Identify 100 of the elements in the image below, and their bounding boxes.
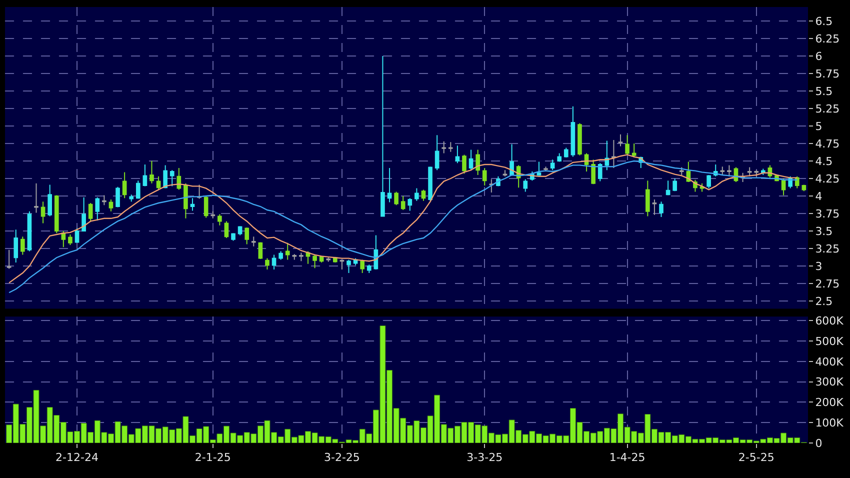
y-tick-label: 3.5: [815, 224, 833, 238]
candlestick: [88, 202, 93, 222]
x-tick-label: 2-1-25: [194, 451, 231, 464]
candlestick: [150, 160, 154, 184]
candlestick: [394, 191, 398, 206]
y-tick-label: 5: [815, 120, 822, 133]
candlestick: [129, 194, 134, 202]
candlestick: [61, 230, 66, 248]
candlestick: [794, 176, 800, 189]
candlestick: [468, 149, 474, 171]
x-tick-label: 2-5-25: [738, 451, 774, 464]
candlestick: [82, 196, 86, 232]
y-tick-label: 4.75: [815, 137, 840, 150]
candlestick: [482, 168, 487, 186]
x-tick-label: 3-3-25: [466, 451, 503, 464]
y-tick-label: 5.75: [815, 67, 840, 80]
candlestick: [190, 198, 195, 212]
y-tick-label: 5.5: [815, 84, 833, 98]
candlestick: [455, 145, 460, 164]
candlestick: [272, 254, 276, 270]
y-tick-label: 4: [815, 190, 822, 203]
candlestick: [387, 168, 392, 203]
candlestick: [523, 178, 528, 192]
candlestick: [156, 176, 161, 190]
candlestick: [299, 252, 304, 262]
candlestick: [476, 149, 480, 176]
y-tick-label: 6: [815, 50, 822, 63]
candlestick: [679, 166, 684, 176]
candlestick: [625, 134, 630, 156]
candlestick: [142, 164, 148, 187]
y-tick-label: 4.5: [815, 154, 833, 168]
candlestick: [95, 196, 100, 222]
candlestick: [238, 226, 242, 236]
y-tick-label: 100K: [815, 416, 844, 430]
candlestick: [184, 182, 188, 219]
candlestick: [618, 134, 623, 147]
candlestick: [672, 178, 678, 192]
candlestick: [122, 172, 127, 199]
candlestick: [646, 180, 650, 217]
y-tick-label: 6.25: [815, 32, 840, 46]
candlestick: [502, 170, 508, 177]
candlestick: [720, 166, 725, 176]
candlestick: [408, 198, 412, 212]
x-tick-label: 1-4-25: [609, 451, 646, 464]
candlestick: [578, 122, 582, 156]
y-tick-label: 2.5: [815, 294, 833, 308]
candlestick: [312, 254, 317, 269]
candlestick: [428, 166, 432, 202]
candlestick: [136, 180, 140, 200]
candlestick: [489, 178, 494, 194]
candlestick: [544, 166, 548, 172]
candlestick: [700, 182, 704, 192]
candlestick: [591, 159, 596, 185]
candlestick: [204, 196, 208, 218]
candlestick: [536, 161, 542, 176]
candlestick: [170, 170, 174, 187]
candlestick: [421, 189, 426, 202]
candlestick: [448, 142, 453, 152]
candlestick: [360, 259, 365, 274]
candlestick: [632, 143, 636, 158]
candlestick: [163, 164, 168, 189]
candlestick: [218, 214, 222, 226]
y-tick-label: 2.75: [815, 277, 840, 290]
candlestick: [116, 186, 120, 208]
candlestick: [706, 174, 711, 189]
candlestick: [346, 259, 351, 274]
y-tick-label: 300K: [815, 376, 844, 389]
candlestick: [14, 229, 18, 264]
candlestick: [604, 140, 610, 171]
y-tick-label: 3: [815, 260, 822, 273]
candlestick: [414, 188, 419, 202]
candlestick: [366, 264, 372, 274]
candlestick: [598, 162, 602, 182]
y-tick-label: 3.75: [815, 207, 840, 220]
candlestick: [442, 140, 446, 154]
candlestick: [34, 182, 38, 214]
candlestick: [20, 236, 25, 256]
candlestick: [292, 254, 297, 260]
x-tick-label: 3-2-25: [324, 451, 360, 464]
candlestick: [754, 170, 759, 177]
y-tick-label: 3.25: [815, 242, 840, 256]
candlestick: [652, 199, 657, 216]
candlestick: [278, 250, 283, 260]
candlestick: [40, 201, 46, 224]
y-tick-label: 200K: [815, 396, 844, 410]
candlestick: [340, 259, 344, 270]
candlestick: [54, 194, 59, 234]
candlestick: [747, 166, 752, 177]
candlestick: [244, 227, 250, 245]
candlestick: [285, 242, 290, 260]
candlestick: [210, 210, 216, 219]
candlestick: [570, 106, 576, 158]
candlestick: [68, 234, 72, 246]
candlestick: [6, 249, 12, 270]
candlestick: [251, 236, 256, 247]
candlestick: [434, 134, 440, 171]
candlestick: [666, 180, 670, 196]
y-tick-label: 0: [815, 436, 822, 450]
candlestick: [102, 194, 106, 206]
candlestick: [557, 152, 562, 162]
